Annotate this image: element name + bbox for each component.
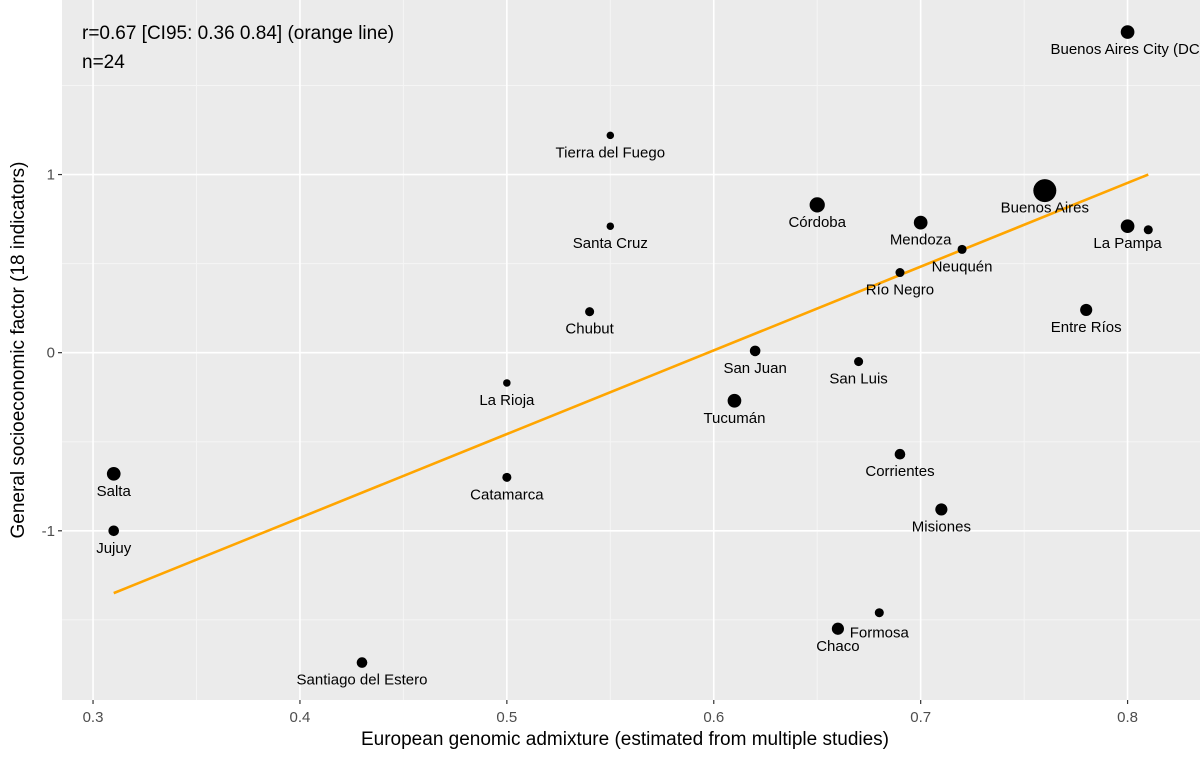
point-label: Formosa	[850, 625, 910, 642]
point-label: La Pampa	[1093, 235, 1162, 252]
point-label: Río Negro	[866, 282, 934, 299]
point-label: Misiones	[912, 518, 971, 535]
point-labels-layer: Buenos Aires City (DC) Tierra del Fuego Bu…	[96, 41, 1200, 689]
points-layer	[106, 25, 1153, 668]
data-point	[1120, 219, 1135, 234]
data-point	[935, 503, 948, 516]
y-tick-label: -1	[42, 523, 55, 540]
plot-panel	[62, 0, 1200, 700]
y-tick-label: 1	[47, 167, 55, 184]
point-label: Buenos Aires	[1001, 200, 1089, 217]
data-point	[1143, 225, 1153, 235]
point-label: Salta	[97, 483, 132, 500]
data-point	[831, 622, 844, 635]
point-label: Catamarca	[470, 486, 544, 503]
data-point	[957, 244, 967, 254]
data-point	[1033, 179, 1057, 203]
data-point	[913, 215, 928, 230]
point-label: San Luis	[829, 371, 887, 388]
x-tick-label: 0.4	[290, 709, 311, 726]
y-axis-title: General socioeconomic factor (18 indicat…	[8, 161, 29, 538]
fit-line-layer	[113, 173, 1149, 595]
point-label: Santa Cruz	[573, 235, 648, 252]
data-point	[809, 197, 825, 213]
point-label: La Rioja	[479, 392, 535, 409]
point-label: Mendoza	[890, 232, 952, 249]
point-label: Chaco	[816, 638, 859, 655]
point-label: Jujuy	[96, 540, 132, 557]
data-point	[585, 307, 595, 317]
point-label: Tierra del Fuego	[556, 144, 666, 161]
x-tick-label: 0.6	[703, 709, 724, 726]
axis-ticks-layer: 0.3 0.4 0.5 0.6 0.7 0.8 -1 0 1	[42, 167, 1138, 726]
data-point	[749, 345, 761, 357]
point-label: San Juan	[723, 360, 786, 377]
data-point	[108, 525, 120, 537]
minor-gridlines	[62, 0, 1200, 700]
x-axis-title: European genomic admixture (estimated fr…	[361, 729, 889, 750]
x-tick-label: 0.8	[1117, 709, 1138, 726]
point-label: Tucumán	[703, 410, 765, 427]
data-point	[503, 379, 511, 387]
x-tick-label: 0.3	[83, 709, 104, 726]
n-annotation: n=24	[82, 52, 125, 73]
data-point	[606, 222, 615, 230]
data-point	[874, 608, 884, 618]
correlation-annotation: r=0.67 [CI95: 0.36 0.84] (orange line)	[82, 23, 394, 44]
data-point	[1080, 303, 1093, 316]
point-label: Entre Ríos	[1051, 319, 1122, 336]
data-point	[1120, 25, 1135, 39]
x-tick-label: 0.7	[910, 709, 931, 726]
point-label: Santiago del Estero	[297, 672, 428, 689]
y-tick-label: 0	[47, 345, 55, 362]
data-point	[606, 131, 615, 140]
data-point	[894, 448, 906, 460]
data-point	[502, 472, 512, 482]
x-tick-label: 0.5	[496, 709, 517, 726]
point-label: Corrientes	[865, 463, 934, 480]
point-label: Chubut	[565, 321, 614, 338]
point-label: Neuquén	[932, 258, 993, 275]
data-point	[854, 357, 864, 367]
data-point	[106, 466, 121, 481]
data-point	[895, 267, 905, 278]
point-label: Buenos Aires City (DC)	[1050, 41, 1200, 58]
point-label: Córdoba	[788, 214, 846, 231]
regression-line	[113, 173, 1149, 595]
data-point	[727, 393, 742, 408]
data-point	[356, 657, 368, 668]
